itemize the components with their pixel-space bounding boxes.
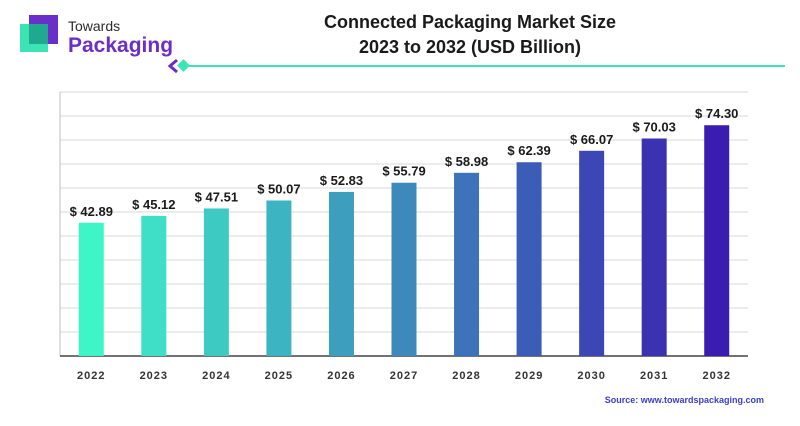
header-divider: [167, 58, 785, 74]
value-labels: $ 42.89 $ 45.12 $ 47.51 $ 50.07 $ 52.83 $ 55.…: [70, 106, 739, 219]
x-tick-label: 2026: [327, 370, 355, 382]
x-tick-label: 2030: [577, 370, 605, 382]
value-label: $ 52.83: [320, 173, 363, 188]
chart-title-line1: Connected Packaging Market Size: [323, 12, 617, 32]
logo-mark-icon: [20, 15, 58, 52]
bar-2028: [454, 172, 480, 356]
chart-title: Connected Packaging Market Size 2023 to …: [260, 10, 680, 60]
bar-2026: [328, 191, 354, 356]
x-tick-label: 2022: [77, 370, 105, 382]
chevron-icon: [167, 58, 178, 74]
bar-2024: [203, 208, 229, 356]
brand-name-bottom: Packaging: [68, 34, 174, 57]
value-label: $ 42.89: [70, 204, 113, 219]
bar-2025: [266, 200, 292, 356]
value-label: $ 70.03: [632, 119, 675, 134]
x-tick-label: 2027: [390, 370, 418, 382]
bar-2029: [516, 162, 542, 356]
diamond-icon: [177, 59, 190, 72]
value-label: $ 62.39: [507, 143, 550, 158]
bar-2027: [391, 182, 417, 356]
bar-2031: [641, 138, 667, 356]
brand-logo: Towards Packaging: [18, 12, 173, 58]
value-label: $ 50.07: [257, 181, 300, 196]
value-label: $ 45.12: [132, 197, 175, 212]
x-tick-label: 2024: [202, 370, 230, 382]
value-label: $ 66.07: [570, 132, 613, 147]
bar-2032: [704, 125, 730, 356]
x-tick-label: 2028: [452, 370, 480, 382]
bar-2030: [579, 150, 605, 356]
source-note: Source: www.towardspackaging.com: [604, 395, 764, 405]
chart-title-line2: 2023 to 2032 (USD Billion): [358, 37, 582, 57]
x-tick-label: 2029: [515, 370, 543, 382]
value-label: $ 58.98: [445, 154, 488, 169]
brand-name-top: Towards: [68, 18, 121, 34]
x-tick-label: 2025: [265, 370, 293, 382]
bars: [78, 125, 730, 356]
value-label: $ 47.51: [195, 189, 238, 204]
x-tick-label: 2032: [702, 370, 730, 382]
x-tick-labels: 2022 2023 2024 2025 2026 2027 2028 2029 2030 2031…: [77, 370, 730, 382]
bar-2022: [78, 222, 104, 356]
x-tick-label: 2031: [640, 370, 668, 382]
bar-2023: [141, 215, 167, 356]
value-label: $ 55.79: [382, 164, 425, 179]
x-tick-label: 2023: [140, 370, 168, 382]
value-label: $ 74.30: [695, 106, 738, 121]
